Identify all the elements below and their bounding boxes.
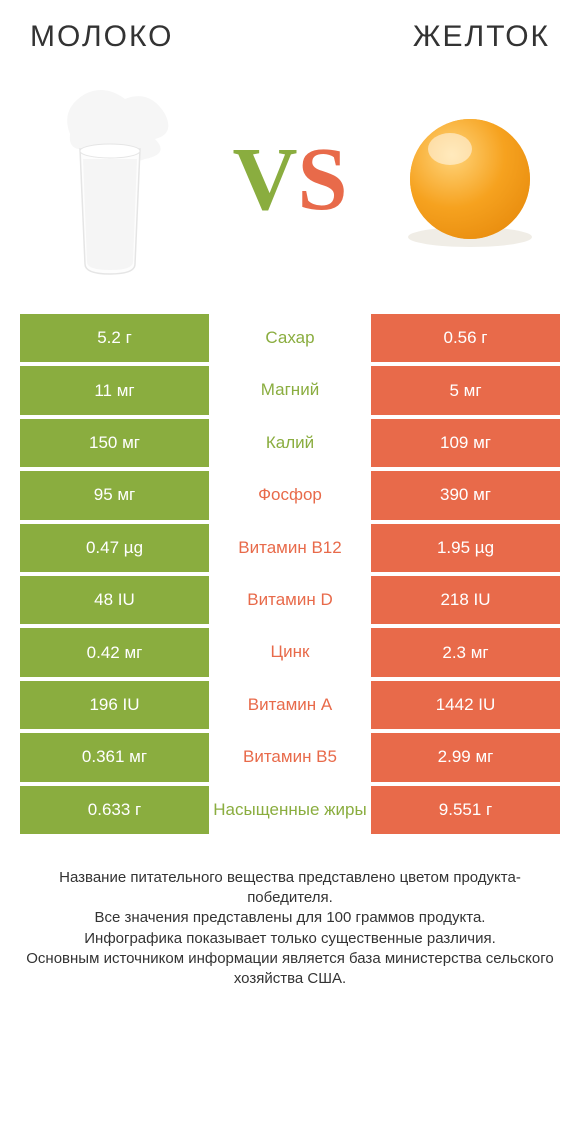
nutrient-label: Витамин D <box>209 576 371 624</box>
left-value: 95 мг <box>20 471 209 519</box>
table-row: 0.47 µgВитамин B121.95 µg <box>20 524 560 572</box>
comparison-table: 5.2 гСахар0.56 г11 мгМагний5 мг150 мгКал… <box>0 314 580 834</box>
header: МОЛОКО ЖЕЛТОК <box>0 0 580 64</box>
vs-v: V <box>232 130 297 229</box>
nutrient-label: Витамин B5 <box>209 733 371 781</box>
nutrient-label: Сахар <box>209 314 371 362</box>
left-value: 5.2 г <box>20 314 209 362</box>
table-row: 11 мгМагний5 мг <box>20 366 560 414</box>
right-value: 5 мг <box>371 366 560 414</box>
table-row: 95 мгФосфор390 мг <box>20 471 560 519</box>
right-value: 390 мг <box>371 471 560 519</box>
table-row: 196 IUВитамин A1442 IU <box>20 681 560 729</box>
footnote-line: Основным источником информации является … <box>24 949 556 990</box>
right-value: 2.99 мг <box>371 733 560 781</box>
footnote-line: Название питательного вещества представл… <box>24 868 556 909</box>
nutrient-label: Витамин A <box>209 681 371 729</box>
footnote-line: Все значения представлены для 100 граммо… <box>24 908 556 928</box>
nutrient-label: Витамин B12 <box>209 524 371 572</box>
footnote-line: Инфографика показывает только существенн… <box>24 929 556 949</box>
left-value: 0.47 µg <box>20 524 209 572</box>
nutrient-label: Насыщенные жиры <box>209 786 371 834</box>
table-row: 0.42 мгЦинк2.3 мг <box>20 628 560 676</box>
nutrient-label: Фосфор <box>209 471 371 519</box>
left-value: 48 IU <box>20 576 209 624</box>
table-row: 48 IUВитамин D218 IU <box>20 576 560 624</box>
milk-glass-icon <box>30 79 190 279</box>
nutrient-label: Калий <box>209 419 371 467</box>
footnote: Название питательного вещества представл… <box>0 838 580 990</box>
vs-label: VS <box>232 128 347 231</box>
left-product-title: МОЛОКО <box>30 20 173 54</box>
right-value: 9.551 г <box>371 786 560 834</box>
right-value: 1.95 µg <box>371 524 560 572</box>
left-value: 0.633 г <box>20 786 209 834</box>
right-value: 109 мг <box>371 419 560 467</box>
left-value: 0.361 мг <box>20 733 209 781</box>
right-value: 218 IU <box>371 576 560 624</box>
right-value: 1442 IU <box>371 681 560 729</box>
right-value: 0.56 г <box>371 314 560 362</box>
right-value: 2.3 мг <box>371 628 560 676</box>
left-value: 11 мг <box>20 366 209 414</box>
table-row: 0.361 мгВитамин B52.99 мг <box>20 733 560 781</box>
images-row: VS <box>0 64 580 314</box>
left-value: 196 IU <box>20 681 209 729</box>
nutrient-label: Цинк <box>209 628 371 676</box>
table-row: 150 мгКалий109 мг <box>20 419 560 467</box>
right-product-title: ЖЕЛТОК <box>413 20 550 54</box>
egg-yolk-icon <box>390 99 550 259</box>
left-value: 150 мг <box>20 419 209 467</box>
table-row: 0.633 гНасыщенные жиры9.551 г <box>20 786 560 834</box>
vs-s: S <box>297 130 347 229</box>
nutrient-label: Магний <box>209 366 371 414</box>
table-row: 5.2 гСахар0.56 г <box>20 314 560 362</box>
left-value: 0.42 мг <box>20 628 209 676</box>
